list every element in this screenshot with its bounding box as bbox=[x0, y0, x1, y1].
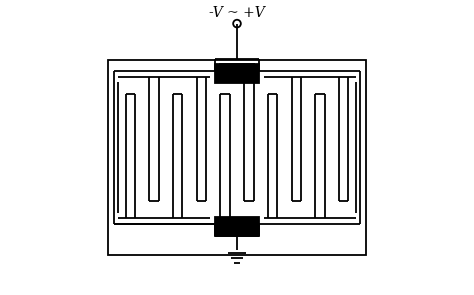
Bar bbox=[215, 217, 259, 236]
Text: -V ~ +V: -V ~ +V bbox=[209, 6, 265, 20]
Bar bbox=[108, 60, 366, 255]
Bar bbox=[215, 64, 259, 83]
